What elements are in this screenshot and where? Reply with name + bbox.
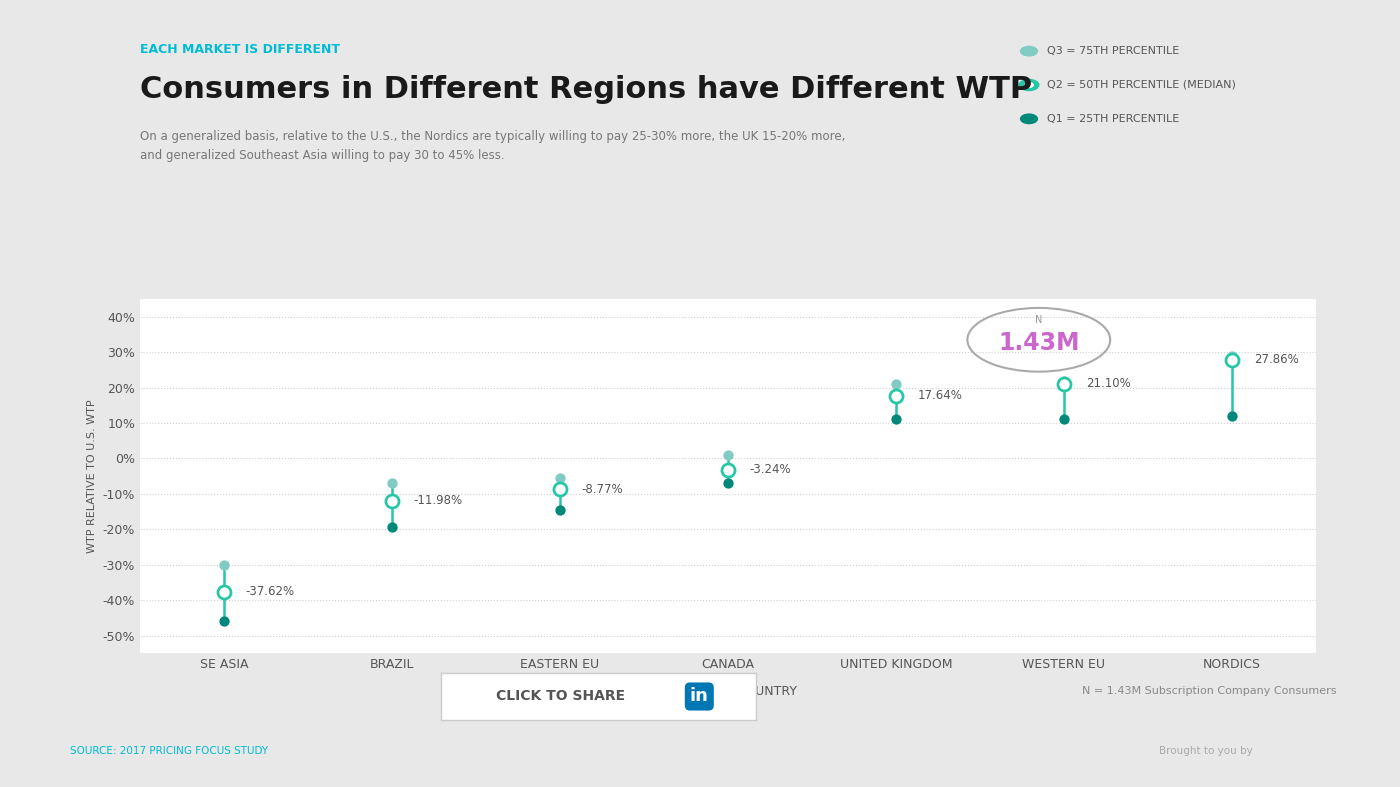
Text: 1.43M: 1.43M [998, 331, 1079, 355]
Text: 17.64%: 17.64% [918, 390, 963, 402]
Point [213, 615, 235, 628]
Point [885, 390, 907, 402]
Point [717, 477, 739, 490]
Point [213, 586, 235, 598]
Point [381, 477, 403, 490]
Point [1053, 413, 1075, 426]
Point [1221, 353, 1243, 366]
Point [1053, 378, 1075, 390]
Point [1221, 349, 1243, 362]
Point [549, 504, 571, 516]
Text: in: in [690, 688, 708, 705]
Text: -37.62%: -37.62% [246, 586, 295, 598]
Point [381, 494, 403, 507]
Text: Consumers in Different Regions have Different WTP: Consumers in Different Regions have Diff… [140, 75, 1032, 104]
Text: Q1 = 25TH PERCENTILE: Q1 = 25TH PERCENTILE [1047, 114, 1179, 124]
Text: 21.10%: 21.10% [1086, 377, 1131, 390]
Point [1053, 378, 1075, 390]
Text: EACH MARKET IS DIFFERENT: EACH MARKET IS DIFFERENT [140, 43, 340, 57]
Point [1221, 353, 1243, 366]
Point [717, 449, 739, 461]
Text: -3.24%: -3.24% [750, 464, 791, 476]
Text: On a generalized basis, relative to the U.S., the Nordics are typically willing : On a generalized basis, relative to the … [140, 130, 846, 162]
Text: 27.86%: 27.86% [1254, 353, 1299, 366]
Text: -11.98%: -11.98% [414, 494, 463, 508]
Point [549, 483, 571, 496]
Point [885, 413, 907, 426]
Point [885, 390, 907, 402]
Point [213, 586, 235, 598]
Text: Q2 = 50TH PERCENTILE (MEDIAN): Q2 = 50TH PERCENTILE (MEDIAN) [1047, 80, 1236, 90]
Text: N: N [1035, 316, 1043, 325]
Point [717, 464, 739, 476]
Point [381, 494, 403, 507]
X-axis label: CONSUMER COUNTRY: CONSUMER COUNTRY [659, 685, 797, 698]
Point [1053, 374, 1075, 386]
Point [213, 559, 235, 571]
Point [885, 378, 907, 390]
Point [549, 483, 571, 496]
Y-axis label: WTP RELATIVE TO U.S. WTP: WTP RELATIVE TO U.S. WTP [87, 399, 97, 553]
Point [549, 471, 571, 484]
Text: N = 1.43M Subscription Company Consumers: N = 1.43M Subscription Company Consumers [1082, 686, 1337, 696]
Text: SOURCE: 2017 PRICING FOCUS STUDY: SOURCE: 2017 PRICING FOCUS STUDY [70, 745, 269, 756]
Text: Brought to you by: Brought to you by [1159, 745, 1253, 756]
Text: -8.77%: -8.77% [582, 483, 623, 496]
Point [381, 521, 403, 534]
Point [717, 464, 739, 476]
Text: CLICK TO SHARE: CLICK TO SHARE [496, 689, 626, 704]
Text: Q3 = 75TH PERCENTILE: Q3 = 75TH PERCENTILE [1047, 46, 1179, 56]
Point [1221, 409, 1243, 422]
